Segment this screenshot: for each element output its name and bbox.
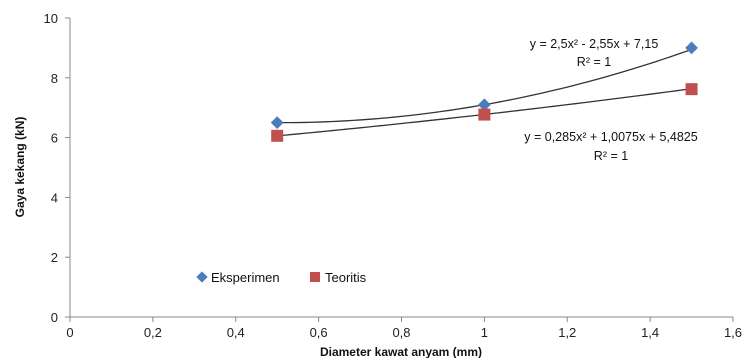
y-tick-label: 2 (51, 250, 58, 265)
equation-eksperimen-r2: R² = 1 (577, 55, 611, 69)
x-tick-label: 0,2 (144, 325, 162, 340)
x-tick-label: 1 (481, 325, 488, 340)
y-tick-label: 4 (51, 190, 58, 205)
equation-eksperimen: y = 2,5x² - 2,55x + 7,15 R² = 1 (530, 37, 659, 69)
legend-label-teoritis: Teoritis (325, 270, 367, 285)
x-tick-label: 1,4 (641, 325, 659, 340)
data-point-teoritis (685, 83, 698, 96)
x-ticks: 0 0,2 0,4 0,6 0,8 1 1,2 1,4 1,6 (66, 317, 742, 340)
x-tick-label: 1,2 (558, 325, 576, 340)
x-tick-label: 0,8 (392, 325, 410, 340)
x-axis-title: Diameter kawat anyam (mm) (320, 345, 482, 358)
x-tick-label: 0,6 (310, 325, 328, 340)
y-axis-title: Gaya kekang (kN) (13, 117, 27, 218)
data-point-eksperimen (270, 116, 284, 130)
trendlines (277, 48, 692, 137)
equation-teoritis: y = 0,285x² + 1,0075x + 5,4825 R² = 1 (524, 130, 697, 163)
legend-item-teoritis: Teoritis (310, 270, 367, 285)
legend-item-eksperimen: Eksperimen (196, 270, 280, 285)
legend: Eksperimen Teoritis (196, 270, 367, 285)
axes (69, 18, 733, 318)
equation-teoritis-formula: y = 0,285x² + 1,0075x + 5,4825 (524, 130, 697, 144)
y-tick-label: 10 (44, 11, 58, 26)
points (270, 41, 698, 142)
x-tick-label: 0 (66, 325, 73, 340)
equation-teoritis-r2: R² = 1 (594, 149, 628, 163)
legend-label-eksperimen: Eksperimen (211, 270, 280, 285)
y-tick-label: 8 (51, 71, 58, 86)
data-point-eksperimen (478, 98, 491, 112)
x-tick-label: 1,6 (724, 325, 742, 340)
y-tick-label: 0 (51, 310, 58, 325)
equation-eksperimen-formula: y = 2,5x² - 2,55x + 7,15 (530, 37, 659, 51)
data-point-teoritis (271, 129, 284, 142)
legend-marker-eksperimen (196, 271, 208, 283)
data-point-eksperimen (685, 41, 698, 55)
x-tick-label: 0,4 (227, 325, 245, 340)
y-tick-label: 6 (51, 131, 58, 146)
data-point-teoritis (478, 108, 491, 121)
y-ticks: 0 2 4 6 8 10 (44, 11, 70, 325)
legend-marker-teoritis (310, 272, 320, 282)
